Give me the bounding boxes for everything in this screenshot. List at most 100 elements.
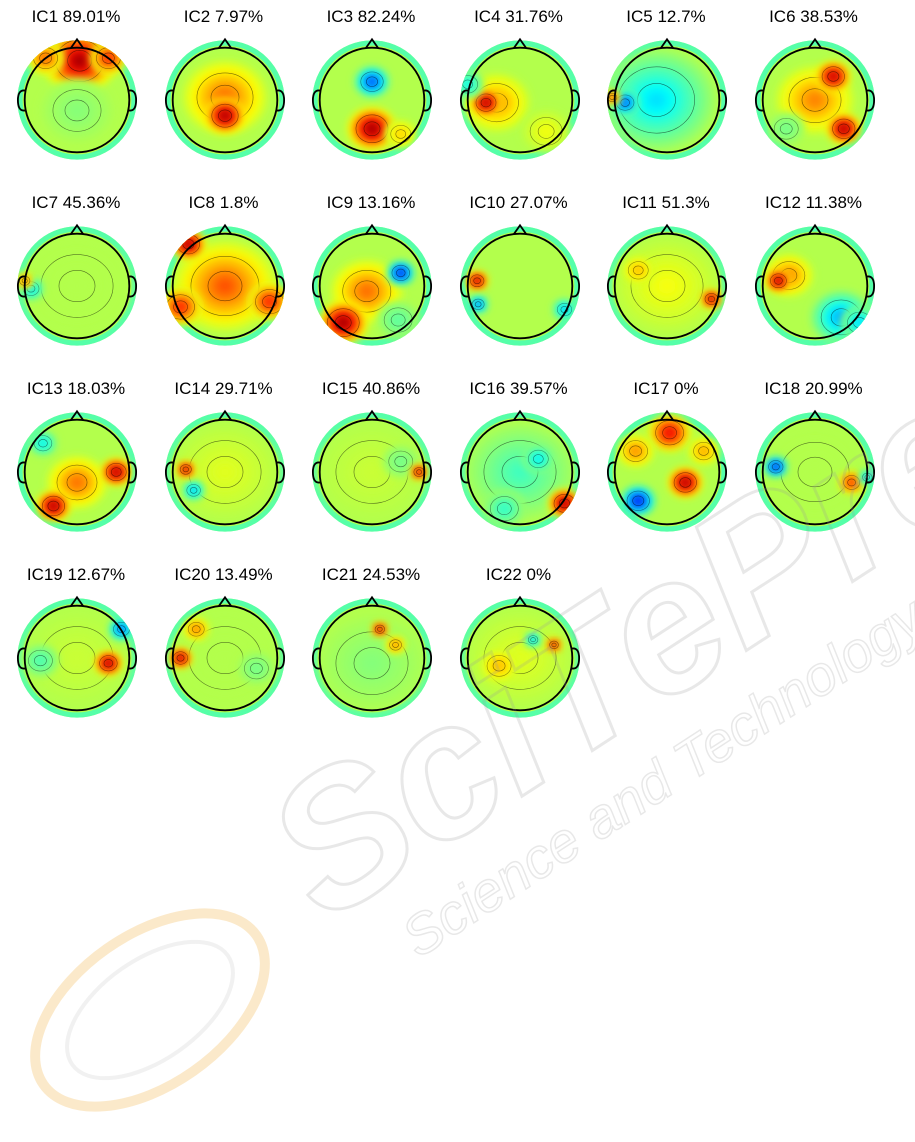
head-outline [164, 223, 285, 340]
component-label: IC19 12.67% [26, 565, 126, 584]
potential-field [312, 412, 432, 532]
potential-field [459, 226, 580, 346]
potential-field [17, 40, 137, 160]
left-ear-marker [606, 461, 616, 484]
nose-marker [364, 37, 380, 49]
component-label: IC3 82.24% [326, 7, 416, 26]
scalp-topography [311, 223, 433, 346]
scalp-topography [164, 223, 285, 346]
nose-marker [659, 409, 675, 421]
left-ear-marker [311, 647, 321, 670]
component-19: IC19 12.67% [3, 564, 149, 750]
right-ear-marker [571, 89, 580, 112]
component-5: IC5 12.7% [593, 6, 739, 192]
potential-field [17, 412, 137, 532]
right-ear-marker [276, 461, 285, 484]
left-ear-marker [459, 89, 468, 112]
potential-field [17, 598, 137, 718]
component-label: IC21 24.53% [321, 565, 421, 584]
head-outline [16, 409, 138, 526]
right-ear-marker [128, 461, 138, 484]
head-outline [16, 37, 138, 154]
left-ear-marker [16, 89, 26, 112]
scalp-topography [16, 223, 138, 346]
right-ear-marker [276, 275, 285, 298]
potential-field [607, 40, 727, 160]
nose-marker [807, 223, 822, 235]
component-18: IC18 20.99% [741, 378, 887, 564]
left-ear-marker [164, 647, 173, 670]
scalp-topography [16, 595, 138, 718]
head-outline [164, 37, 285, 154]
potential-field [754, 412, 875, 532]
head-outline [606, 37, 728, 154]
nose-marker [659, 37, 675, 49]
component-label: IC5 12.7% [626, 7, 706, 26]
left-ear-marker [754, 461, 763, 484]
scalp-topography [16, 409, 138, 532]
nose-marker [512, 409, 527, 421]
component-4: IC4 31.76% [446, 6, 592, 192]
scalp-topography [164, 595, 285, 718]
nose-marker [217, 37, 232, 49]
right-ear-marker [128, 89, 138, 112]
component-label: IC17 0% [633, 379, 699, 398]
component-1: IC1 89.01% [3, 6, 149, 192]
component-22: IC22 0% [446, 564, 592, 750]
nose-marker [364, 223, 380, 235]
nose-marker [659, 223, 675, 235]
potential-field [754, 226, 875, 346]
left-ear-marker [16, 647, 26, 670]
component-label: IC22 0% [485, 565, 552, 584]
head-outline [459, 223, 580, 340]
left-ear-marker [459, 275, 468, 298]
right-ear-marker [866, 461, 875, 484]
right-ear-marker [571, 275, 580, 298]
component-label: IC12 11.38% [764, 193, 863, 212]
right-ear-marker [423, 89, 433, 112]
nose-marker [807, 409, 822, 421]
left-ear-marker [606, 275, 616, 298]
component-label: IC2 7.97% [183, 7, 264, 26]
left-ear-marker [164, 461, 173, 484]
nose-marker [69, 595, 85, 607]
scalp-topography [164, 37, 285, 160]
component-12: IC12 11.38% [741, 192, 887, 378]
head-outline [311, 595, 433, 712]
head-outline [606, 409, 728, 526]
head-outline [754, 37, 875, 154]
scalp-topography [754, 409, 875, 532]
scalp-topography [459, 595, 580, 718]
potential-field [312, 598, 432, 718]
scalp-topography [311, 409, 433, 532]
nose-marker [364, 409, 380, 421]
component-21: IC21 24.53% [298, 564, 444, 750]
component-17: IC17 0% [593, 378, 739, 564]
left-ear-marker [164, 275, 173, 298]
watermark-logo [30, 908, 270, 1112]
left-ear-marker [606, 89, 616, 112]
scalp-topography [459, 223, 580, 346]
right-ear-marker [276, 89, 285, 112]
head-outline [459, 595, 580, 712]
right-ear-marker [866, 89, 875, 112]
component-14: IC14 29.71% [151, 378, 297, 564]
right-ear-marker [423, 461, 433, 484]
potential-field [607, 226, 727, 346]
scalp-topography [754, 37, 875, 160]
nose-marker [512, 37, 527, 49]
component-label: IC11 51.3% [622, 193, 710, 212]
head-outline [164, 409, 285, 526]
nose-marker [69, 37, 85, 49]
potential-field [164, 598, 285, 718]
nose-marker [69, 223, 85, 235]
nose-marker [217, 595, 232, 607]
component-label: IC1 89.01% [31, 7, 121, 26]
potential-field [312, 226, 432, 346]
component-6: IC6 38.53% [741, 6, 887, 192]
scalp-topography [606, 409, 728, 532]
potential-field [17, 226, 137, 346]
right-ear-marker [718, 275, 728, 298]
component-label: IC8 1.8% [188, 193, 259, 212]
head-outline [754, 409, 875, 526]
